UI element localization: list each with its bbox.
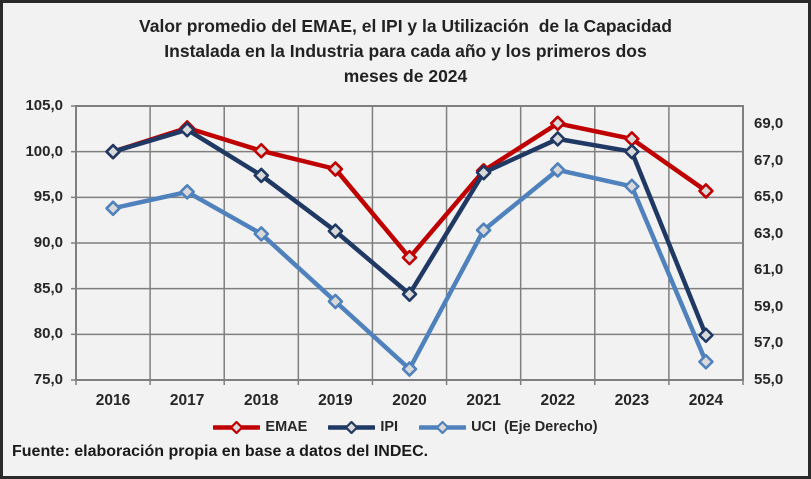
chart-title: Valor promedio del EMAE, el IPI y la Uti… (3, 14, 808, 89)
data-point-marker (698, 183, 714, 199)
x-axis-tick-label: 2017 (169, 392, 205, 409)
data-point-marker (698, 353, 714, 370)
right-axis-tick-label: 67,0 (754, 151, 784, 169)
series-line-ipi (110, 127, 709, 338)
x-axis-tick-label: 2018 (244, 392, 279, 409)
data-point-marker (475, 222, 492, 239)
left-axis-tick-label: 80,0 (33, 325, 63, 343)
x-axis-tick-label: 2021 (466, 392, 501, 409)
legend-line-marker-icon (328, 420, 376, 434)
legend-item-label: EMAE (265, 419, 308, 435)
x-axis-tick-label: 2020 (392, 392, 427, 409)
legend-item-label: UCI (Eje Derecho) (471, 419, 598, 435)
data-point-marker (327, 161, 344, 177)
right-axis-tick-label: 61,0 (754, 261, 784, 279)
legend: EMAE IPI UCI (Eje Derecho) (3, 416, 808, 438)
data-point-marker (401, 286, 418, 302)
source-note: Fuente: elaboración propia en base a dat… (12, 443, 429, 460)
data-point-marker (253, 142, 270, 159)
plot-area (71, 105, 744, 385)
data-point-marker (253, 167, 270, 184)
legend-item: UCI (Eje Derecho) (419, 419, 598, 435)
chart-title-line-2: Instalada en la Industria para cada año … (164, 41, 647, 61)
legend-item: IPI (328, 419, 398, 435)
left-axis-tick-label: 75,0 (33, 371, 63, 388)
series-line-uci (110, 167, 709, 372)
data-point-marker (475, 164, 492, 181)
data-point-marker (698, 327, 714, 344)
chart-title-line-1: Valor promedio del EMAE, el IPI y la Uti… (139, 16, 672, 36)
legend-item-label: IPI (380, 419, 399, 435)
x-axis-tick-label: 2022 (540, 392, 575, 409)
left-axis-tick-label: 105,0 (25, 97, 63, 114)
right-axis-tick-label: 65,0 (754, 188, 784, 206)
data-point-marker (105, 143, 121, 160)
x-axis-tick-label: 2016 (95, 392, 131, 409)
data-point-marker (549, 115, 566, 132)
data-point-marker (327, 223, 344, 239)
data-point-marker (401, 361, 418, 377)
chart-title-line-3: meses de 2024 (343, 66, 468, 86)
data-point-marker (624, 143, 640, 160)
left-axis-tick-label: 100,0 (25, 142, 63, 160)
data-point-marker (179, 121, 195, 138)
right-axis-tick-label: 63,0 (754, 224, 784, 242)
x-axis-tick-label: 2019 (318, 392, 353, 409)
data-point-marker (549, 131, 566, 147)
right-axis-tick-label: 59,0 (754, 297, 784, 315)
data-point-marker (105, 200, 121, 217)
data-point-marker (179, 184, 195, 200)
x-axis-tick-label: 2023 (614, 392, 650, 409)
left-axis-tick-label: 85,0 (33, 279, 63, 297)
data-point-marker (549, 162, 566, 178)
legend-item: EMAE (213, 419, 307, 435)
data-point-marker (253, 226, 270, 242)
right-axis-tick-label: 55,0 (754, 371, 784, 388)
legend-line-marker-icon (419, 420, 467, 434)
data-point-marker (327, 293, 344, 310)
left-axis-tick-label: 95,0 (33, 188, 63, 206)
right-axis-tick-label: 69,0 (754, 115, 784, 133)
legend-line-marker-icon (213, 420, 261, 434)
right-axis-tick-label: 57,0 (754, 334, 784, 352)
x-axis-tick-label: 2024 (688, 392, 724, 409)
series-line-emae (110, 121, 709, 260)
left-axis-tick-label: 90,0 (33, 234, 63, 251)
data-point-marker (624, 178, 640, 195)
data-point-marker (401, 249, 418, 266)
